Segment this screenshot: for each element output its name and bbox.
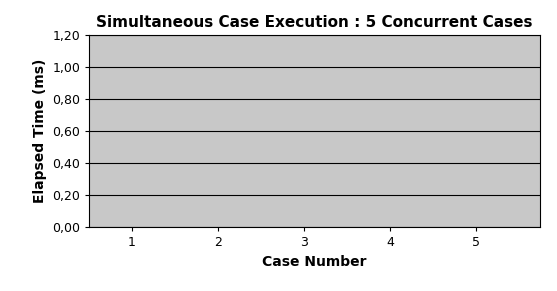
Y-axis label: Elapsed Time (ms): Elapsed Time (ms) — [32, 59, 47, 203]
Title: Simultaneous Case Execution : 5 Concurrent Cases: Simultaneous Case Execution : 5 Concurre… — [96, 15, 533, 30]
X-axis label: Case Number: Case Number — [262, 255, 367, 269]
